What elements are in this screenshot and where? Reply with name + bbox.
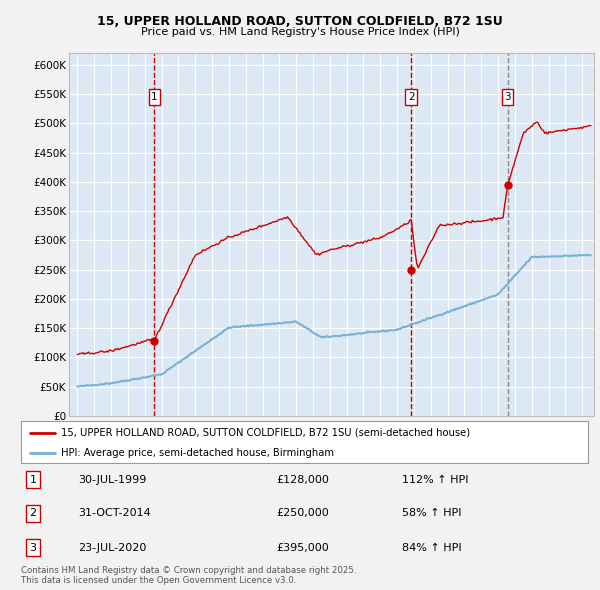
Text: 3: 3 bbox=[29, 543, 37, 552]
Text: £128,000: £128,000 bbox=[276, 475, 329, 484]
Text: 3: 3 bbox=[504, 92, 511, 102]
Text: 15, UPPER HOLLAND ROAD, SUTTON COLDFIELD, B72 1SU: 15, UPPER HOLLAND ROAD, SUTTON COLDFIELD… bbox=[97, 15, 503, 28]
Text: 30-JUL-1999: 30-JUL-1999 bbox=[78, 475, 146, 484]
Text: 2: 2 bbox=[29, 509, 37, 518]
Text: 31-OCT-2014: 31-OCT-2014 bbox=[78, 509, 151, 518]
Text: 23-JUL-2020: 23-JUL-2020 bbox=[78, 543, 146, 552]
Text: HPI: Average price, semi-detached house, Birmingham: HPI: Average price, semi-detached house,… bbox=[61, 448, 334, 457]
Text: Contains HM Land Registry data © Crown copyright and database right 2025.
This d: Contains HM Land Registry data © Crown c… bbox=[21, 566, 356, 585]
Text: 84% ↑ HPI: 84% ↑ HPI bbox=[402, 543, 461, 552]
Text: 2: 2 bbox=[408, 92, 415, 102]
Text: Price paid vs. HM Land Registry's House Price Index (HPI): Price paid vs. HM Land Registry's House … bbox=[140, 27, 460, 37]
Text: 58% ↑ HPI: 58% ↑ HPI bbox=[402, 509, 461, 518]
Text: £395,000: £395,000 bbox=[276, 543, 329, 552]
Text: 1: 1 bbox=[29, 475, 37, 484]
Text: 1: 1 bbox=[151, 92, 158, 102]
Text: £250,000: £250,000 bbox=[276, 509, 329, 518]
Text: 112% ↑ HPI: 112% ↑ HPI bbox=[402, 475, 469, 484]
Text: 15, UPPER HOLLAND ROAD, SUTTON COLDFIELD, B72 1SU (semi-detached house): 15, UPPER HOLLAND ROAD, SUTTON COLDFIELD… bbox=[61, 428, 470, 438]
